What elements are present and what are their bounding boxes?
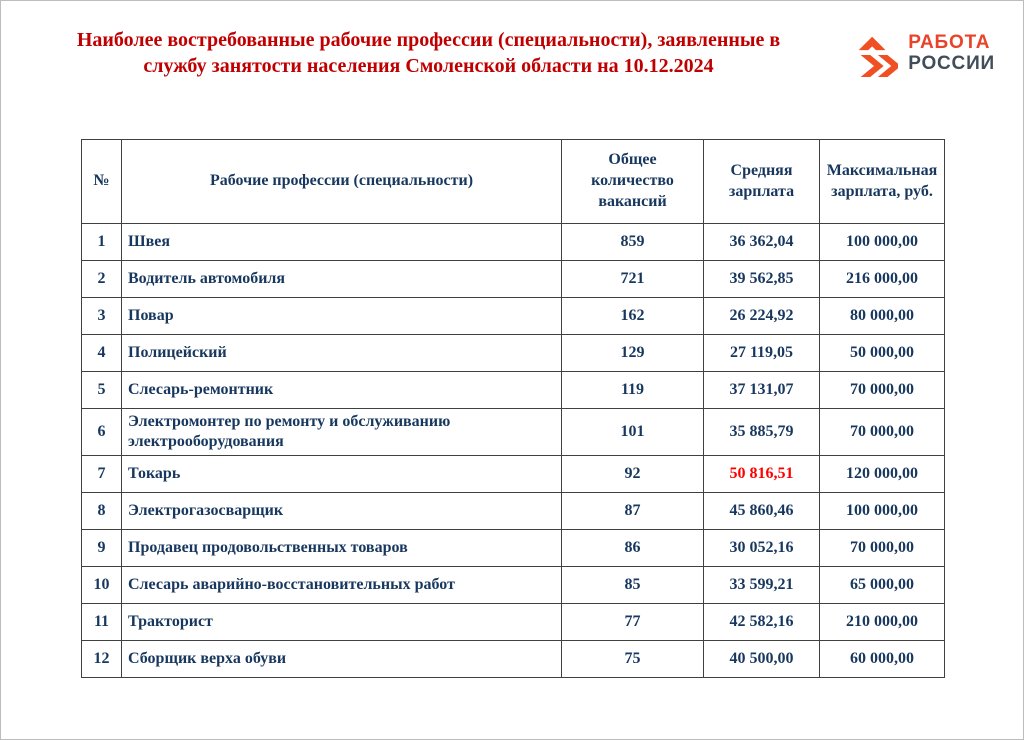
avg-salary-cell: 42 582,16 — [703, 603, 820, 641]
avg-salary-cell: 39 562,85 — [703, 260, 820, 298]
profession-cell: Тракторист — [121, 603, 562, 641]
avg-salary-cell: 27 119,05 — [703, 334, 820, 372]
logo-line-rabota: РАБОТА — [908, 32, 991, 54]
avg-salary-cell: 36 362,04 — [703, 223, 820, 261]
vacancies-cell: 859 — [561, 223, 704, 261]
profession-cell: Электрогазосварщик — [121, 492, 562, 530]
col-header-profession: Рабочие профессии (специальности) — [121, 139, 562, 224]
vacancies-table: № Рабочие профессии (специальности) Обще… — [81, 139, 945, 678]
vacancies-cell: 86 — [561, 529, 704, 567]
max-salary-cell: 50 000,00 — [819, 334, 945, 372]
table-row: 6 Электромонтер по ремонту и обслуживани… — [81, 408, 945, 456]
table-row: 11 Тракторист 77 42 582,16 210 000,00 — [81, 603, 945, 641]
table-row: 10 Слесарь аварийно-восстановительных ра… — [81, 566, 945, 604]
page-title: Наиболее востребованные рабочие професси… — [76, 29, 781, 78]
row-number: 4 — [81, 334, 122, 372]
table-row: 9 Продавец продовольственных товаров 86 … — [81, 529, 945, 567]
table-row: 1 Швея 859 36 362,04 100 000,00 — [81, 223, 945, 261]
table-row: 7 Токарь 92 50 816,51 120 000,00 — [81, 455, 945, 493]
row-number: 11 — [81, 603, 122, 641]
logo-text: РАБОТА РОССИИ — [908, 33, 995, 74]
table-row: 2 Водитель автомобиля 721 39 562,85 216 … — [81, 260, 945, 298]
profession-cell: Швея — [121, 223, 562, 261]
row-number: 12 — [81, 640, 122, 678]
vacancies-cell: 721 — [561, 260, 704, 298]
max-salary-cell: 100 000,00 — [819, 223, 945, 261]
profession-cell: Электромонтер по ремонту и обслуживанию … — [121, 408, 562, 456]
table-row: 5 Слесарь-ремонтник 119 37 131,07 70 000… — [81, 371, 945, 409]
vacancies-cell: 77 — [561, 603, 704, 641]
table-header-row: № Рабочие профессии (специальности) Обще… — [81, 139, 945, 224]
profession-cell: Водитель автомобиля — [121, 260, 562, 298]
row-number: 6 — [81, 408, 122, 456]
vacancies-cell: 129 — [561, 334, 704, 372]
avg-salary-cell: 30 052,16 — [703, 529, 820, 567]
max-salary-cell: 80 000,00 — [819, 297, 945, 335]
row-number: 10 — [81, 566, 122, 604]
profession-cell: Сборщик верха обуви — [121, 640, 562, 678]
table-row: 3 Повар 162 26 224,92 80 000,00 — [81, 297, 945, 335]
row-number: 2 — [81, 260, 122, 298]
table-row: 12 Сборщик верха обуви 75 40 500,00 60 0… — [81, 640, 945, 678]
row-number: 9 — [81, 529, 122, 567]
col-header-number: № — [81, 139, 122, 224]
avg-salary-cell: 35 885,79 — [703, 408, 820, 456]
col-header-max-salary: Максимальная зарплата, руб. — [819, 139, 945, 224]
max-salary-cell: 120 000,00 — [819, 455, 945, 493]
profession-cell: Повар — [121, 297, 562, 335]
table-row: 8 Электрогазосварщик 87 45 860,46 100 00… — [81, 492, 945, 530]
max-salary-cell: 70 000,00 — [819, 529, 945, 567]
vacancies-cell: 85 — [561, 566, 704, 604]
title-block: Наиболее востребованные рабочие професси… — [56, 27, 801, 80]
profession-cell: Продавец продовольственных товаров — [121, 529, 562, 567]
vacancies-cell: 92 — [561, 455, 704, 493]
avg-salary-cell: 33 599,21 — [703, 566, 820, 604]
avg-salary-cell: 40 500,00 — [703, 640, 820, 678]
max-salary-cell: 216 000,00 — [819, 260, 945, 298]
vacancies-cell: 119 — [561, 371, 704, 409]
profession-cell: Слесарь-ремонтник — [121, 371, 562, 409]
col-header-avg-salary: Средняя зарплата — [703, 139, 820, 224]
profession-cell: Токарь — [121, 455, 562, 493]
table-row: 4 Полицейский 129 27 119,05 50 000,00 — [81, 334, 945, 372]
vacancies-table-wrap: № Рабочие профессии (специальности) Обще… — [81, 139, 945, 678]
vacancies-cell: 101 — [561, 408, 704, 456]
max-salary-cell: 65 000,00 — [819, 566, 945, 604]
row-number: 3 — [81, 297, 122, 335]
avg-salary-cell: 37 131,07 — [703, 371, 820, 409]
profession-cell: Полицейский — [121, 334, 562, 372]
vacancies-cell: 75 — [561, 640, 704, 678]
arrows-icon — [858, 36, 899, 77]
max-salary-cell: 100 000,00 — [819, 492, 945, 530]
max-salary-cell: 210 000,00 — [819, 603, 945, 641]
avg-salary-cell: 26 224,92 — [703, 297, 820, 335]
row-number: 7 — [81, 455, 122, 493]
row-number: 1 — [81, 223, 122, 261]
vacancies-cell: 87 — [561, 492, 704, 530]
profession-cell: Слесарь аварийно-восстановительных работ — [121, 566, 562, 604]
row-number: 5 — [81, 371, 122, 409]
logo-line-rossii: РОССИИ — [908, 53, 995, 74]
logo: РАБОТА РОССИИ — [851, 31, 995, 77]
col-header-vacancies: Общее количество вакансий — [561, 139, 704, 224]
max-salary-cell: 60 000,00 — [819, 640, 945, 678]
max-salary-cell: 70 000,00 — [819, 408, 945, 456]
avg-salary-cell-highlighted: 50 816,51 — [703, 455, 820, 493]
row-number: 8 — [81, 492, 122, 530]
max-salary-cell: 70 000,00 — [819, 371, 945, 409]
avg-salary-cell: 45 860,46 — [703, 492, 820, 530]
vacancies-cell: 162 — [561, 297, 704, 335]
